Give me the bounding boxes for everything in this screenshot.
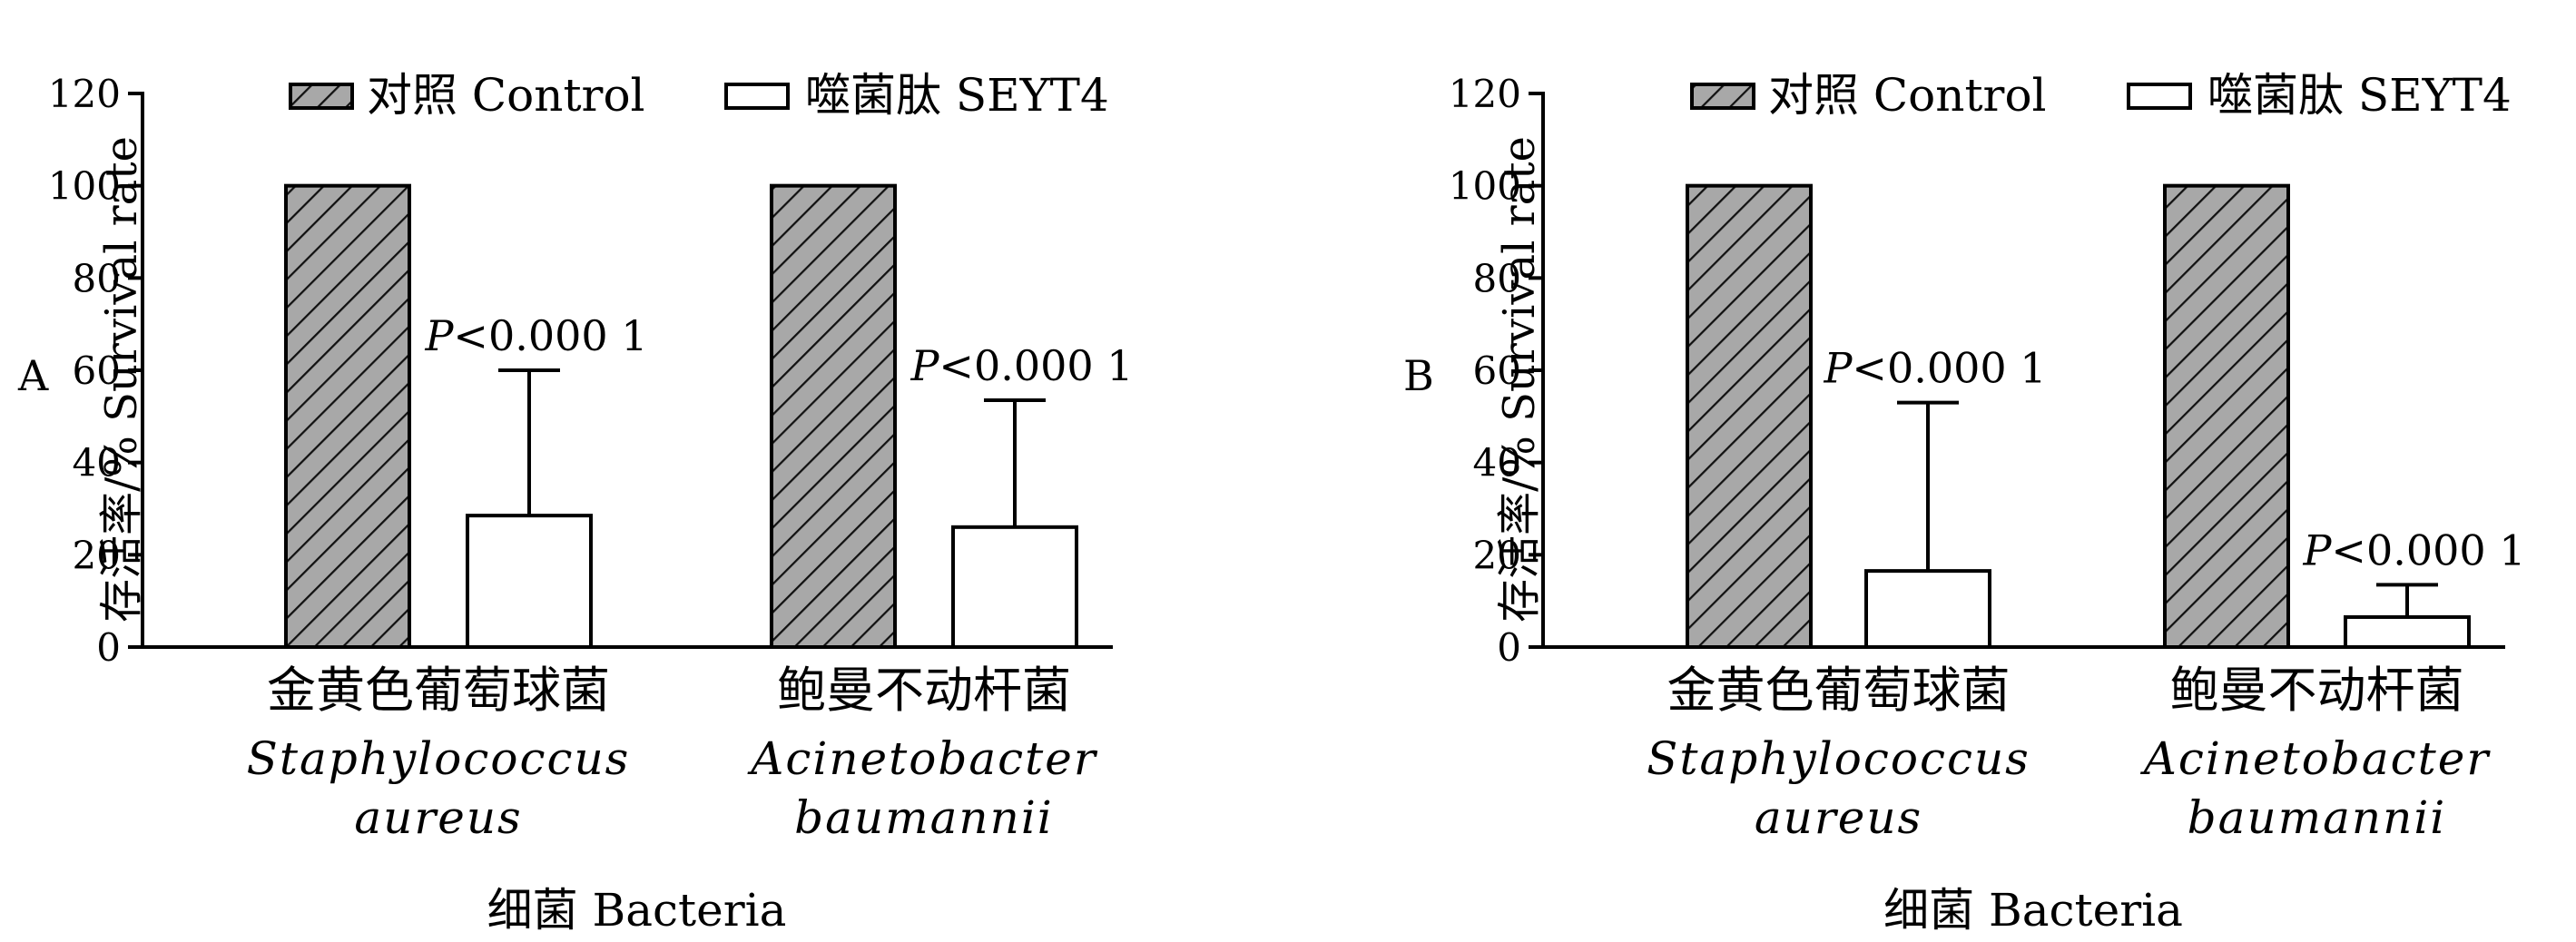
y-tick-label: 80 (1473, 256, 1521, 300)
y-tick-label: 60 (73, 348, 121, 393)
bar-control-2 (2163, 183, 2290, 650)
p-value-label: P<0.000 1 (1823, 344, 2046, 393)
y-tick-label: 120 (1449, 72, 1521, 116)
p-value-prefix: P (2302, 525, 2332, 574)
panel-label: B (1403, 351, 1434, 400)
p-value-prefix: P (424, 311, 454, 360)
category-label-latin: baumannii (794, 791, 1054, 844)
category-label-latin: Staphylococcus (1647, 732, 2030, 785)
category-label-latin: aureus (1755, 791, 1922, 844)
p-value-label: P<0.000 1 (909, 341, 1133, 390)
y-tick-label: 120 (48, 72, 121, 116)
category-label-cn: 金黄色葡萄球菌 (1667, 662, 2011, 719)
category-label-cn: 金黄色葡萄球菌 (267, 662, 610, 719)
y-axis-label: 存活率/% Survival rate (1494, 136, 1545, 623)
bar-control-2 (770, 183, 897, 650)
y-tick-label: 0 (1497, 625, 1521, 670)
p-value-text: <0.000 1 (453, 311, 647, 360)
y-axis-label: 存活率/% Survival rate (96, 136, 147, 623)
legend-label-control: 对照 Control (1768, 69, 2047, 122)
y-tick-label: 60 (1473, 348, 1521, 393)
p-value-text: <0.000 1 (1852, 344, 2046, 393)
chart-panel-b: B 存活率/% Survival rate020406080100120P<0.0… (1403, 69, 2526, 937)
p-value-label: P<0.000 1 (2302, 525, 2525, 574)
p-value-prefix: P (1823, 344, 1853, 393)
bar-control-1 (284, 183, 411, 650)
legend-swatch-control (1690, 83, 1755, 110)
legend-label-seyt4: 噬菌肽 SEYT4 (2207, 69, 2512, 122)
p-value-text: <0.000 1 (939, 341, 1133, 390)
y-tick-label: 40 (73, 441, 121, 486)
category-label-latin: aureus (354, 791, 522, 844)
category-label-cn: 鲍曼不动杆菌 (2170, 662, 2464, 719)
y-tick-label: 20 (73, 533, 121, 577)
legend-label-control: 对照 Control (367, 69, 645, 122)
category-label-latin: Acinetobacter (2140, 732, 2492, 785)
chart-panel-a: A 存活率/% Survival rate020406080100120P<0.0… (17, 69, 1134, 937)
panel-label: A (17, 351, 49, 400)
y-tick-label: 20 (1473, 533, 1521, 577)
y-tick-label: 40 (1473, 441, 1521, 486)
bar-seyt4-2 (2344, 614, 2471, 649)
legend-swatch-seyt4 (724, 83, 790, 110)
p-value-prefix: P (909, 341, 939, 390)
category-label-latin: Staphylococcus (247, 732, 631, 785)
legend-swatch-seyt4 (2127, 83, 2192, 110)
category-label-cn: 鲍曼不动杆菌 (777, 662, 1071, 719)
legend-swatch-control (289, 83, 354, 110)
legend-label-seyt4: 噬菌肽 SEYT4 (805, 69, 1109, 122)
bar-control-1 (1686, 183, 1813, 650)
p-value-text: <0.000 1 (2331, 525, 2525, 574)
bar-seyt4-2 (951, 525, 1078, 649)
x-axis-label: 细菌 Bacteria (1883, 884, 2183, 937)
p-value-label: P<0.000 1 (424, 311, 647, 360)
bar-seyt4-1 (1864, 569, 1991, 649)
category-label-latin: Acinetobacter (747, 732, 1098, 785)
bar-seyt4-1 (466, 514, 593, 649)
y-tick-label: 80 (73, 256, 121, 300)
y-tick-label: 100 (1449, 164, 1521, 209)
y-tick-label: 100 (48, 164, 121, 209)
category-label-latin: baumannii (2188, 791, 2447, 844)
x-axis-label: 细菌 Bacteria (487, 884, 787, 937)
y-tick-label: 0 (96, 625, 121, 670)
